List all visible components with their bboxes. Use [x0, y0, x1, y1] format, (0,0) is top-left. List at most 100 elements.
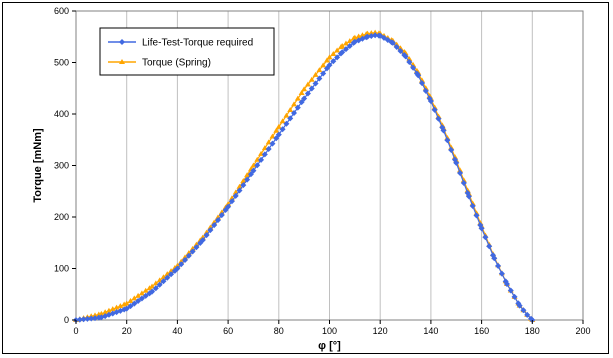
triangle-point	[323, 57, 330, 63]
triangle-point	[308, 76, 315, 82]
triangle-point	[273, 127, 280, 133]
diamond-point	[291, 109, 298, 116]
diamond-point	[491, 255, 498, 262]
x-tick-label: 100	[322, 326, 337, 336]
diamond-point	[76, 316, 83, 323]
y-tick-label: 500	[54, 58, 69, 68]
diamond-point	[507, 287, 514, 294]
diamond-point	[142, 292, 149, 299]
x-axis-title: φ [°]	[318, 340, 341, 352]
triangle-point	[372, 29, 379, 35]
x-tick-label: 160	[474, 326, 489, 336]
diamond-point	[448, 146, 455, 153]
diamond-point	[203, 232, 210, 239]
triangle-point	[109, 306, 116, 312]
diamond-point	[368, 32, 375, 39]
diamond-point	[275, 131, 282, 138]
diamond-point	[346, 43, 353, 50]
diamond-point	[247, 171, 254, 178]
triangle-point	[342, 40, 349, 46]
diamond-point	[269, 140, 276, 147]
diamond-point	[138, 295, 145, 302]
triangle-point	[287, 106, 294, 112]
diamond-point	[402, 53, 409, 60]
triangle-point	[138, 290, 145, 296]
diamond-point	[393, 43, 400, 50]
diamond-point	[320, 70, 327, 77]
triangle-point	[146, 285, 153, 291]
diamond-point	[316, 75, 323, 82]
triangle-point	[291, 101, 298, 107]
diamond-point	[88, 315, 95, 322]
triangle-point	[460, 177, 467, 183]
series-layer	[73, 29, 536, 323]
triangle-point	[330, 50, 337, 56]
diamond-point	[431, 106, 438, 113]
x-tick-label: 80	[274, 326, 284, 336]
triangle-point	[250, 162, 257, 168]
legend-item: Life-Test-Torque required	[108, 38, 253, 49]
triangle-point	[269, 133, 276, 139]
chart-frame: 0 20 40 60 80 100 120 140 160 180 200 0 100 200 300 400…	[2, 2, 609, 354]
diamond-point	[520, 307, 527, 314]
diamond-point	[330, 58, 337, 65]
triangle-point	[279, 118, 286, 124]
x-tick-label: 140	[423, 326, 438, 336]
triangle-point	[102, 309, 109, 315]
diamond-point	[364, 33, 371, 40]
diamond-point	[135, 298, 142, 305]
triangle-point	[339, 43, 346, 49]
diamond-point	[503, 280, 510, 287]
diamond-point	[478, 225, 485, 232]
diamond-point	[228, 198, 235, 205]
triangle-point	[98, 310, 105, 316]
legend-label: Life-Test-Torque required	[142, 38, 253, 49]
diamond-point	[283, 120, 290, 127]
diamond-point	[232, 192, 239, 199]
diamond-point	[473, 212, 480, 219]
diamond-point	[273, 135, 280, 142]
chart-svg: 0 20 40 60 80 100 120 140 160 180 200 0 100 200 300 400…	[32, 6, 591, 352]
diamond-point	[149, 288, 156, 295]
diamond-point	[152, 285, 159, 292]
triangle-point	[244, 172, 251, 178]
diamond-point	[218, 212, 225, 219]
y-tick-label: 300	[54, 161, 69, 171]
diamond-point	[261, 151, 268, 158]
diamond-point	[182, 257, 189, 264]
diamond-point	[279, 126, 286, 133]
diamond-point	[178, 261, 185, 268]
diamond-point	[435, 115, 442, 122]
legend: Life-Test-Torque required Torque (Spring)	[99, 27, 275, 76]
triangle-point	[326, 54, 333, 60]
y-axis-title: Torque [mNm]	[32, 128, 44, 203]
diamond-point	[469, 202, 476, 209]
diamond-point	[482, 234, 489, 241]
x-tick-label: 20	[122, 326, 132, 336]
diamond-point	[164, 274, 171, 281]
triangle-point	[127, 297, 134, 303]
y-tick-label: 400	[54, 109, 69, 119]
diamond-point	[342, 46, 349, 53]
diamond-point	[214, 217, 221, 224]
diamond-point	[427, 98, 434, 105]
legend-items: Life-Test-Torque required Torque (Spring)	[108, 38, 253, 69]
diamond-point	[397, 47, 404, 54]
diamond-point	[301, 95, 308, 102]
diamond-point	[240, 182, 247, 189]
diamond-point	[160, 278, 167, 285]
triangle-point	[283, 112, 290, 118]
diamond-point	[189, 248, 196, 255]
diamond-point	[453, 159, 460, 166]
diamond-point	[490, 252, 497, 259]
triangle-point	[135, 292, 142, 298]
x-tick-label: 180	[525, 326, 540, 336]
diamond-point	[498, 270, 505, 277]
diamond-point	[123, 305, 130, 312]
series-life-test-torque	[73, 32, 536, 323]
triangle-point	[168, 268, 175, 274]
triangle-point	[123, 300, 130, 306]
legend-box	[99, 27, 275, 76]
y-tick-label: 600	[54, 6, 69, 16]
x-tick-label: 60	[223, 326, 233, 336]
